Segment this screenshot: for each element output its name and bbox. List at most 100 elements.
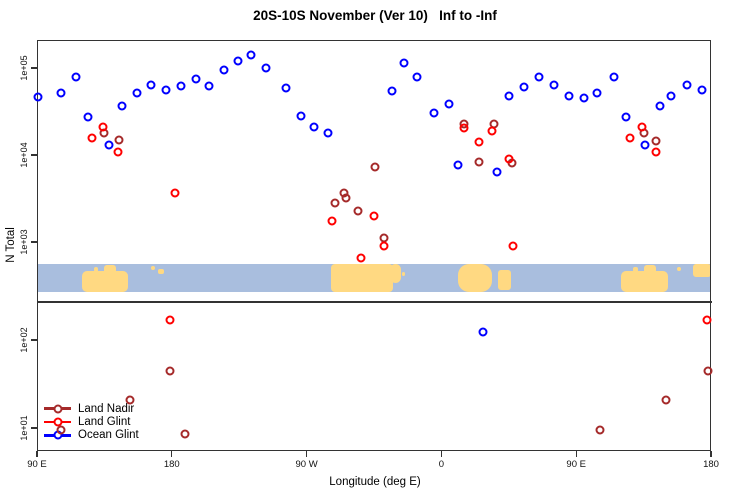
data-point-land-nadir [56,425,66,435]
data-point-land-nadir [125,395,135,405]
land-patch-madagascar [498,270,512,290]
data-point-ocean-glint [504,91,514,101]
data-point-ocean-glint [56,88,66,98]
data-point-ocean-glint [281,83,291,93]
data-point-ocean-glint [519,82,529,92]
data-point-land-nadir [370,162,380,172]
data-point-ocean-glint [621,112,631,122]
data-point-ocean-glint [132,88,142,98]
data-point-ocean-glint [161,85,171,95]
data-point-land-nadir [330,198,340,208]
data-point-ocean-glint [117,101,127,111]
plot-border [37,40,711,451]
data-point-ocean-glint [399,58,409,68]
x-axis-title: Longitude (deg E) [329,476,421,488]
data-point-land-glint [87,133,97,143]
y-axis-tick-label: 1e+01 [19,415,29,441]
data-point-ocean-glint [233,56,243,66]
land-patch-africa [457,264,493,292]
land-patch-south-america [330,264,394,292]
y-axis-tick [31,241,37,243]
data-point-ocean-glint [146,80,156,90]
data-point-ocean-glint [219,65,229,75]
x-axis-tick-label: 180 [163,459,180,470]
data-point-ocean-glint [592,88,602,98]
chart-title: 20S-10S November (Ver 10) Inf to -Inf [253,8,497,23]
data-point-land-glint [474,137,484,147]
data-point-land-nadir [353,206,363,216]
x-axis-tick [440,451,442,457]
data-point-land-nadir [114,135,124,145]
data-point-ocean-glint [309,122,319,132]
data-point-ocean-glint [83,112,93,122]
data-point-ocean-glint [33,92,43,102]
data-point-land-glint [625,133,635,143]
data-point-ocean-glint [246,50,256,60]
land-patch-brazil-east [390,264,401,283]
x-axis-tick [171,451,173,457]
data-point-land-glint [459,123,469,133]
data-point-ocean-glint [549,80,559,90]
data-point-land-nadir [341,193,351,203]
x-axis-tick-label: 90 E [566,459,586,470]
data-point-ocean-glint [453,160,463,170]
data-point-ocean-glint [655,101,665,111]
legend-ring [53,404,62,414]
data-point-ocean-glint [104,140,114,150]
data-point-ocean-glint [261,63,271,73]
legend-label: Land Nadir [78,402,135,415]
y-axis-tick [31,339,37,341]
legend-label: Land Glint [78,416,131,429]
data-point-ocean-glint [323,128,333,138]
land-patch-vanuatu-fiji [158,269,164,274]
x-axis-tick-label: 180 [703,459,719,470]
data-point-ocean-glint [387,86,397,96]
data-point-ocean-glint [666,91,676,101]
x-axis-tick [710,451,712,457]
data-point-land-nadir [703,366,713,376]
y-axis-tick [31,427,37,429]
data-point-land-nadir [474,157,484,167]
data-point-ocean-glint [492,167,502,177]
land-patch-atlantic-island [402,272,406,276]
land-patch-melanesia-patch [693,264,710,277]
data-point-ocean-glint [534,72,544,82]
data-point-land-nadir [661,395,671,405]
data-point-land-glint [327,216,337,226]
legend-row: Land Nadir [44,402,139,415]
data-point-ocean-glint [640,140,650,150]
panel-separator-line [37,301,712,303]
y-axis-tick-label: 1e+05 [19,55,29,81]
land-patch-timor-islands [93,267,99,272]
data-point-ocean-glint [579,93,589,103]
x-axis-tick-label: 90 E [27,459,47,470]
data-point-ocean-glint [204,81,214,91]
data-point-land-nadir [180,429,190,439]
x-axis-tick [306,451,308,457]
data-point-ocean-glint [697,85,707,95]
data-point-land-glint [504,154,514,164]
data-point-ocean-glint [296,111,306,121]
data-point-ocean-glint [71,72,81,82]
legend-marker-icon [44,404,71,414]
data-point-land-glint [487,126,497,136]
x-axis-tick [575,451,577,457]
data-point-land-nadir [651,136,661,146]
land-patch-australia-cape-repeat [643,265,656,292]
legend-row: Ocean Glint [44,429,139,442]
y-axis-tick-label: 1e+02 [19,327,29,353]
data-point-land-nadir [165,366,175,376]
data-point-land-glint [369,211,379,221]
data-point-ocean-glint [609,72,619,82]
map-strip [38,264,710,292]
data-point-ocean-glint [564,91,574,101]
y-axis-title: N Total [5,227,17,263]
x-axis-tick-label: 90 W [295,459,318,470]
legend-label: Ocean Glint [78,429,139,442]
legend: Land Nadir Land Glint Ocean Glint [44,402,139,442]
data-point-ocean-glint [444,99,454,109]
data-point-ocean-glint [191,74,201,84]
land-patch-solomon-islands [150,266,156,270]
data-point-land-glint [170,188,180,198]
